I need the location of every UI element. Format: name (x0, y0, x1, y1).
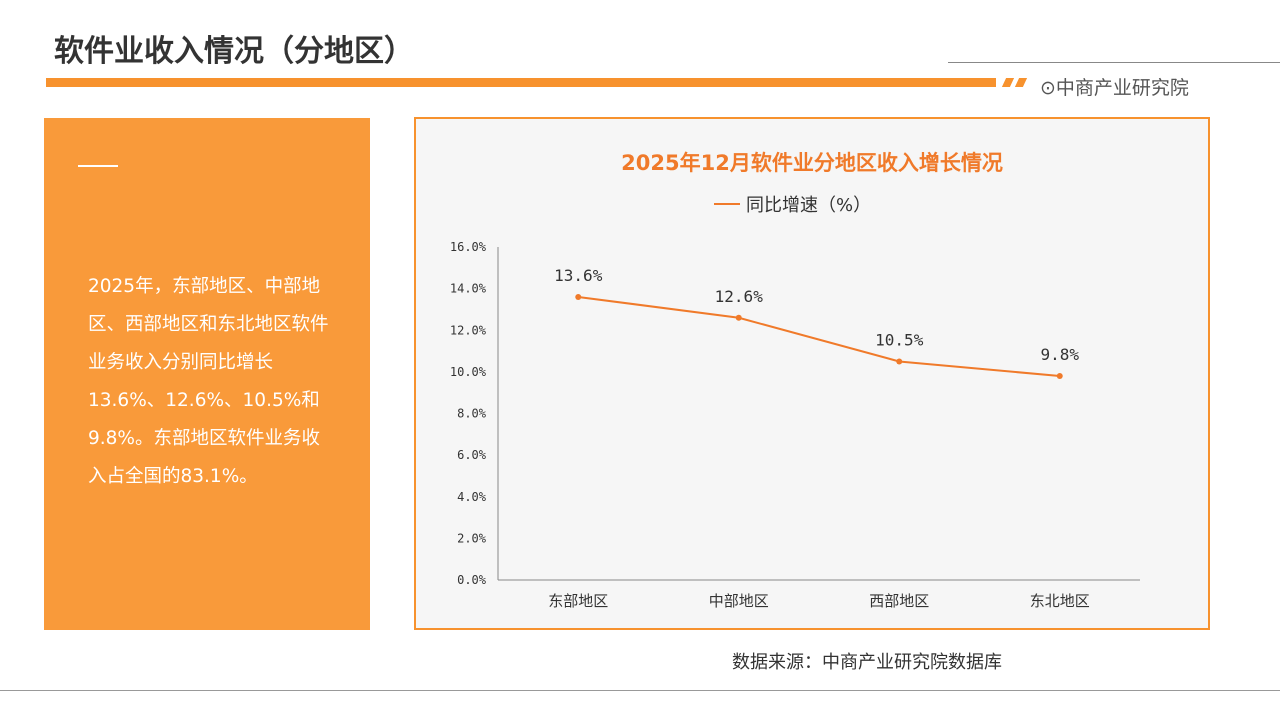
y-tick-label: 4.0% (457, 490, 487, 504)
x-tick-label: 东部地区 (548, 592, 608, 610)
y-tick-label: 6.0% (457, 448, 487, 462)
data-label: 9.8% (1040, 345, 1079, 364)
summary-text: 2025年，东部地区、中部地区、西部地区和东北地区软件业务收入分别同比增长13.… (88, 276, 329, 487)
y-tick-label: 2.0% (457, 531, 487, 545)
line-chart: 0.0% 2.0% 4.0% 6.0% 8.0% 10.0% 12.0% 14.0% 16.0%… (450, 240, 1140, 610)
data-label: 13.6% (554, 266, 603, 285)
data-source: 数据来源：中商产业研究院数据库 (732, 652, 1002, 673)
y-tick-label: 8.0% (457, 407, 487, 421)
x-tick-label: 西部地区 (869, 592, 929, 610)
x-tick-label: 东北地区 (1030, 592, 1090, 610)
divider (948, 62, 1280, 63)
summary-panel: 2025年，东部地区、中部地区、西部地区和东北地区软件业务收入分别同比增长13.… (44, 118, 370, 630)
data-label: 12.6% (715, 287, 764, 306)
decor-slash (1014, 78, 1028, 87)
divider (78, 165, 118, 167)
decor-slash (1001, 78, 1015, 87)
data-label: 10.5% (875, 330, 924, 349)
y-tick-label: 0.0% (457, 573, 487, 587)
chart-title: 2025年12月软件业分地区收入增长情况 (621, 151, 1003, 175)
y-tick-label: 16.0% (450, 240, 487, 254)
y-tick-label: 10.0% (450, 365, 487, 379)
divider (0, 690, 1280, 691)
chart-panel: 2025年12月软件业分地区收入增长情况 同比增速（%） 0.0% 2.0% 4.0… (414, 117, 1210, 630)
title-bar (46, 78, 996, 87)
series-line (578, 295, 1060, 378)
data-point (735, 314, 742, 321)
x-tick-label: 中部地区 (709, 592, 769, 610)
legend-line-icon (714, 203, 740, 205)
y-tick-label: 14.0% (450, 282, 487, 296)
data-point (896, 358, 903, 365)
data-point (575, 293, 582, 300)
legend-label: 同比增速（%） (746, 195, 872, 216)
data-point (1056, 373, 1063, 380)
page-title: 软件业收入情况（分地区） (54, 34, 414, 69)
legend: 同比增速（%） (714, 191, 871, 217)
brand: ⊙中商产业研究院 (1040, 73, 1189, 100)
target-circle-icon: ⊙ (1040, 77, 1056, 99)
y-tick-label: 12.0% (450, 323, 487, 337)
brand-name: 中商产业研究院 (1055, 77, 1189, 99)
